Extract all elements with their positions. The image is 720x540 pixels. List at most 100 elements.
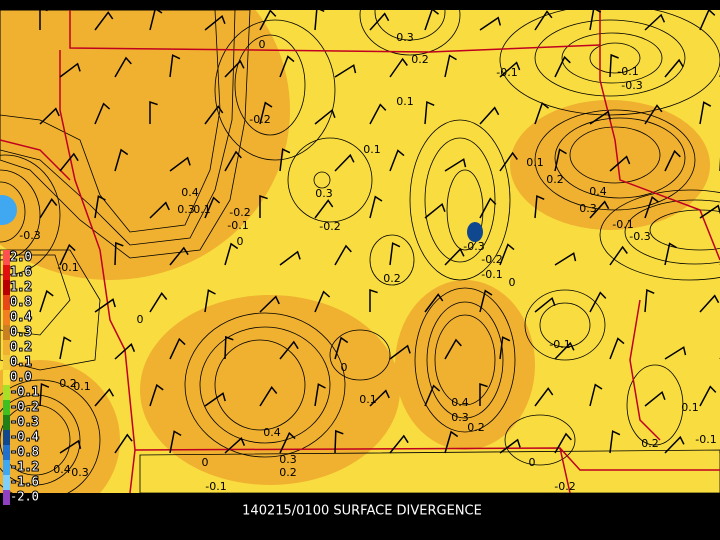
- contour-label: -0.1: [617, 65, 638, 78]
- contour-label: 0.4: [589, 185, 607, 198]
- wind-barb: [114, 433, 133, 454]
- wind-barb: [114, 343, 136, 360]
- wind-barb: [699, 10, 716, 31]
- contour-label: -0.1: [496, 66, 517, 79]
- legend-swatch: [3, 475, 10, 490]
- contour-label: -0.2: [319, 220, 340, 233]
- contour-label: -0.1: [481, 268, 502, 281]
- wind-barb: [149, 10, 163, 31]
- wind-barb: [169, 430, 182, 454]
- legend-label: -0.2: [10, 400, 39, 414]
- wind-barb: [334, 336, 349, 360]
- contour-label: -0.1: [227, 219, 248, 232]
- contour-label: -0.2: [229, 206, 250, 219]
- contour-label: 0.3: [579, 202, 597, 215]
- wind-barb: [644, 390, 666, 407]
- wind-barb: [94, 102, 111, 125]
- wind-barb: [279, 250, 301, 266]
- contour-label: 0.1: [396, 95, 414, 108]
- wind-barb: [369, 12, 390, 31]
- legend-swatch: [3, 325, 10, 340]
- contour-label: -0.2: [249, 113, 270, 126]
- wind-barb: [499, 438, 521, 454]
- wind-barb: [699, 294, 720, 313]
- wind-barb: [424, 100, 435, 125]
- wind-barb: [389, 344, 411, 360]
- contour-label: 0: [202, 456, 209, 469]
- wind-barb: [149, 100, 158, 124]
- wind-barb: [314, 383, 326, 407]
- wind-barb: [389, 242, 401, 266]
- wind-barb: [334, 64, 357, 78]
- wind-barb: [59, 243, 76, 266]
- legend-swatch: [3, 490, 10, 505]
- contour-labels: 00.30.2-0.10.1-0.20.10.40.30.1 -0.2-0.100…: [19, 31, 716, 493]
- wind-barb: [259, 194, 268, 218]
- wind-barb: [314, 10, 325, 31]
- legend-label: 2.0: [10, 250, 32, 264]
- wind-barb: [389, 434, 409, 454]
- legend-label: -0.3: [10, 415, 39, 429]
- contour-label: 0.1: [526, 156, 544, 169]
- wind-barb: [554, 55, 571, 78]
- wind-barb: [169, 337, 186, 360]
- legend-label: 0.1: [10, 355, 32, 369]
- wind-barb: [554, 341, 575, 360]
- wind-barb: [589, 383, 603, 407]
- contour-label: -0.3: [621, 79, 642, 92]
- wind-barb: [644, 13, 666, 31]
- legend-swatch: [3, 265, 10, 280]
- wind-barb: [94, 195, 106, 219]
- legend-swatch: [3, 385, 10, 400]
- legend-swatch: [3, 250, 10, 265]
- wind-barb: [534, 194, 545, 219]
- wind-barb: [224, 59, 245, 78]
- contour-label: 0.4: [451, 396, 469, 409]
- wind-barb: [39, 198, 58, 219]
- contour-field: 00.30.2-0.10.1-0.20.10.40.30.1 -0.2-0.100…: [0, 10, 720, 493]
- wind-barb: [149, 383, 164, 407]
- contour-label: -0.3: [19, 229, 40, 242]
- wind-barb: [479, 106, 500, 125]
- wind-barb: [59, 439, 82, 454]
- legend-swatch: [3, 460, 10, 475]
- legend-swatch: [3, 280, 10, 295]
- wind-barb: [39, 10, 48, 30]
- legend: 2.01.61.20.80.40.30.20.10.0-0.1-0.2-0.3-…: [3, 249, 40, 505]
- contour-label: 0: [529, 456, 536, 469]
- wind-barb: [259, 386, 278, 407]
- wind-barb: [114, 56, 132, 78]
- wind-barb: [699, 385, 717, 407]
- wind-barb: [609, 53, 619, 78]
- wind-barb: [609, 430, 621, 454]
- contour-label: 0.3: [279, 453, 297, 466]
- contour-label: 0.2: [279, 466, 297, 479]
- wind-barb: [664, 242, 677, 266]
- wind-barb: [389, 149, 405, 172]
- contour-label: 0: [237, 235, 244, 248]
- contour-label: 0: [137, 313, 144, 326]
- wind-barb: [444, 338, 462, 360]
- wind-barb: [94, 298, 116, 313]
- contour-label: 0.3: [71, 466, 89, 479]
- wind-barb: [259, 101, 273, 125]
- wind-barb: [589, 110, 612, 125]
- legend-label: -0.4: [10, 430, 39, 444]
- wind-barb: [664, 435, 685, 454]
- legend-label: 0.4: [10, 310, 32, 324]
- wind-barb: [499, 151, 518, 172]
- contour-label: 0.1: [363, 143, 381, 156]
- wind-barb: [589, 291, 607, 313]
- wind-barb: [149, 292, 168, 313]
- wind-barb: [279, 340, 299, 360]
- wind-barb: [204, 14, 226, 31]
- contour-label: 0.3: [451, 411, 469, 424]
- contour-label: 0.1: [73, 380, 91, 393]
- wind-barb: [699, 101, 712, 125]
- contour-label: -0.1: [205, 480, 226, 493]
- wind-barb: [204, 196, 221, 219]
- caption: 140215/0100 SURFACE DIVERGENCE: [242, 504, 482, 519]
- wind-barb: [644, 288, 655, 313]
- wind-barb: [334, 429, 344, 454]
